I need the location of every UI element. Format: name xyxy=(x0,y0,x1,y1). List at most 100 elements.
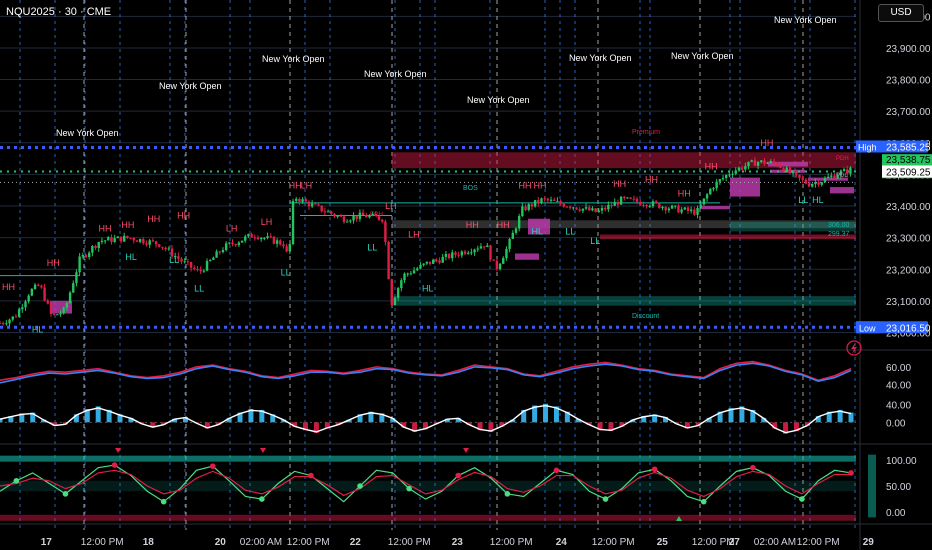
candle-body xyxy=(215,251,218,258)
time-axis-tick: 17 xyxy=(41,537,53,548)
oscillator-bar xyxy=(532,405,538,423)
order-block xyxy=(528,218,550,235)
candle-body xyxy=(339,215,343,217)
candle-body xyxy=(584,207,588,209)
candle-body xyxy=(533,200,537,207)
candle-body xyxy=(377,216,381,220)
candle-body xyxy=(823,178,827,183)
time-axis-tick: 25 xyxy=(657,537,669,548)
candle-body xyxy=(263,237,266,239)
candle-body xyxy=(1,323,5,325)
candle-body xyxy=(677,205,680,213)
candle-body xyxy=(100,240,104,242)
oscillator-axis-tick: 50.00 xyxy=(886,482,911,493)
candle-body xyxy=(597,210,601,213)
oscillator-bar xyxy=(663,417,669,423)
structure-label: HH xyxy=(760,138,773,148)
candle-body xyxy=(349,220,352,222)
oscillator-bar xyxy=(128,417,134,423)
oscillator-bar xyxy=(793,422,799,432)
candle-body xyxy=(728,174,731,176)
oscillator-bar xyxy=(728,408,734,423)
candle-body xyxy=(259,237,263,240)
currency-button[interactable]: USD xyxy=(878,4,924,22)
session-label: New York Open xyxy=(364,69,427,79)
candle-body xyxy=(642,204,645,206)
oscillator-dot xyxy=(62,491,69,497)
candle-body xyxy=(482,246,486,248)
oscillator-signal-line xyxy=(0,404,852,434)
oscillator-bar xyxy=(510,419,516,423)
oscillator-bar xyxy=(161,422,167,425)
candle-body xyxy=(237,242,241,246)
oscillator-bar xyxy=(684,422,690,429)
oscillator-dot xyxy=(651,466,658,473)
candle-body xyxy=(623,196,626,199)
candle-body xyxy=(345,221,349,223)
candle-body xyxy=(645,204,648,207)
candle-body xyxy=(820,182,823,185)
candle-body xyxy=(610,204,613,206)
oscillator-bar xyxy=(259,409,265,423)
candle-body xyxy=(253,237,257,239)
price-axis-tick: 23,000.00 xyxy=(886,329,931,340)
candle-body xyxy=(250,233,253,238)
structure-label: LL xyxy=(194,283,204,293)
candle-body xyxy=(285,246,288,252)
oscillator-bar xyxy=(106,409,112,423)
candle-body xyxy=(374,213,378,217)
oscillator-bar xyxy=(368,411,374,423)
candle-body xyxy=(562,203,565,207)
candle-body xyxy=(199,269,202,272)
candle-body xyxy=(103,240,107,242)
oversold-band xyxy=(0,514,856,521)
order-block xyxy=(830,187,854,194)
oscillator-bar xyxy=(95,406,101,423)
candle-body xyxy=(635,198,639,202)
candle-body xyxy=(639,201,642,205)
candle-body xyxy=(849,167,852,174)
oscillator-bar xyxy=(281,419,287,423)
pdl-label: PDL xyxy=(836,173,848,179)
candle-body xyxy=(365,215,368,218)
time-axis-tick: 12:00 PM xyxy=(81,537,124,548)
discount-zone xyxy=(392,296,856,306)
oscillator-bar xyxy=(0,418,3,423)
candle-body xyxy=(553,199,556,201)
oscillator-bar xyxy=(739,406,745,423)
candle-body xyxy=(33,284,37,289)
oscillator-dot xyxy=(308,472,314,479)
candle-body xyxy=(667,208,671,211)
candle-body xyxy=(836,175,839,179)
candle-body xyxy=(205,260,209,271)
candle-body xyxy=(489,245,492,260)
high-value-badge: 23,585.25 xyxy=(886,142,931,153)
candle-body xyxy=(543,198,546,200)
candle-body xyxy=(0,323,2,325)
structure-label: HH xyxy=(177,211,190,221)
candle-body xyxy=(177,256,180,259)
candle-body xyxy=(425,261,429,264)
candle-body xyxy=(84,255,88,258)
candle-body xyxy=(21,307,24,310)
oscillator-bar xyxy=(248,409,254,423)
structure-label: HH xyxy=(519,181,532,191)
oscillator-dot xyxy=(13,477,20,484)
oscillator-bar xyxy=(575,418,581,423)
candle-body xyxy=(107,237,110,241)
oscillator-bar xyxy=(182,417,188,423)
structure-label: HH xyxy=(147,214,160,224)
candle-body xyxy=(240,240,244,243)
oscillator-bar xyxy=(172,418,178,423)
candle-body xyxy=(546,198,550,201)
candle-body xyxy=(224,243,228,251)
oscillator-bar xyxy=(783,422,789,434)
candle-body xyxy=(40,285,43,288)
candle-body xyxy=(524,206,527,211)
overbought-band xyxy=(0,455,856,462)
candle-body xyxy=(371,213,374,216)
candle-body xyxy=(342,216,346,223)
candle-body xyxy=(406,273,409,275)
candle-body xyxy=(632,198,636,200)
